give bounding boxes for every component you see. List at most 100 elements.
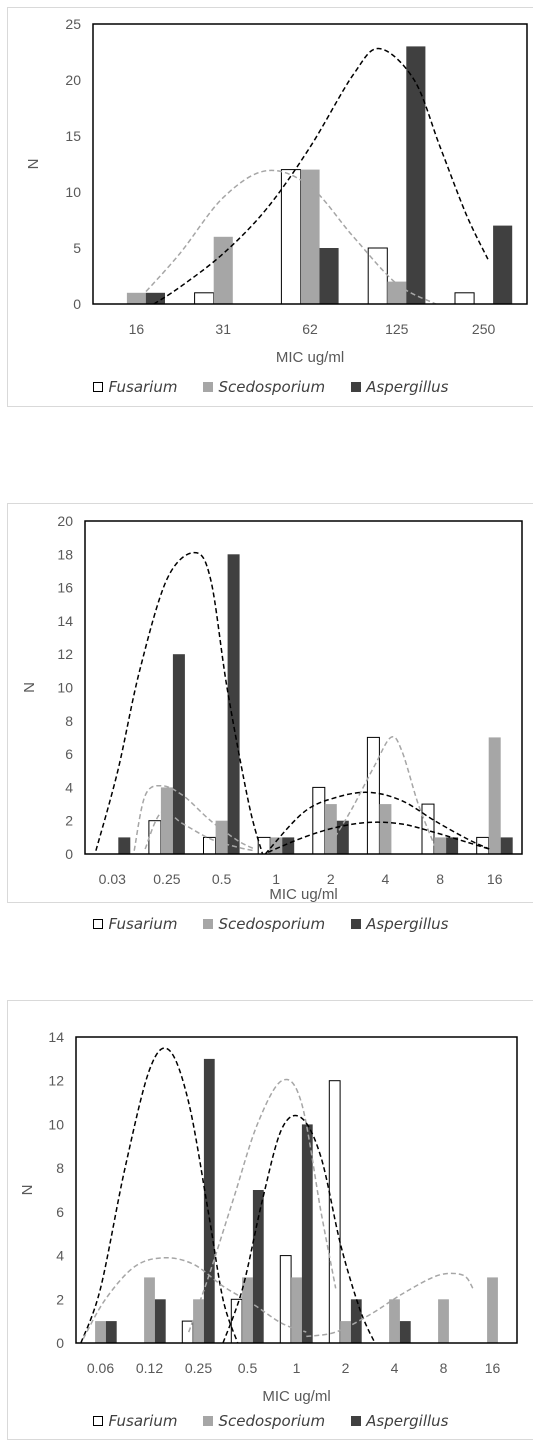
plot-area-frame: [75, 1036, 518, 1344]
x-tick-label: 0.03: [99, 871, 126, 887]
legend-item-fusarium: Fusarium: [93, 915, 177, 933]
bar-aspergillus-0.03: [118, 837, 131, 854]
bar-scedosporium-0.25: [160, 787, 173, 854]
legend-label-scedosporium: Scedosporium: [218, 1412, 326, 1430]
x-tick-label: 2: [327, 871, 335, 887]
bar-fusarium-0.5: [230, 1298, 243, 1344]
y-tick-label: 12: [57, 646, 73, 662]
x-tick-label: 0.5: [238, 1360, 258, 1376]
y-tick-label: 14: [57, 613, 73, 629]
chart-1-svg: 0 5 10 15 20 25 16 31 62 125 250 MIC ug/ml N: [25, 16, 528, 366]
y-axis-label: N: [25, 159, 42, 170]
bar-scedosporium-0.12: [144, 1277, 155, 1343]
y-tick-label: 0: [56, 1335, 64, 1351]
legend-item-aspergillus: Aspergillus: [351, 915, 449, 933]
trendline-2: [153, 47, 489, 305]
legend-item-aspergillus: Aspergillus: [351, 378, 449, 396]
legend-swatch-scedosporium: [203, 1416, 214, 1426]
bar-scedosporium-16: [488, 737, 501, 854]
legend-item-aspergillus: Aspergillus: [351, 1412, 449, 1430]
y-tick-label: 5: [73, 240, 81, 256]
bar-scedosporium-1: [270, 837, 283, 854]
bar-fusarium-62: [280, 169, 301, 305]
legend-swatch-scedosporium: [203, 382, 214, 392]
bar-fusarium-2: [328, 1080, 341, 1344]
chart-panel-1: 0 5 10 15 20 25 16 31 62 125 250 MIC ug/ml N Fusariu…: [7, 7, 533, 407]
x-tick-label: 4: [382, 871, 390, 887]
y-tick-label: 10: [65, 184, 81, 200]
y-tick-label: 14: [48, 1029, 64, 1045]
y-tick-label: 20: [65, 72, 81, 88]
y-tick-label: 25: [65, 16, 81, 32]
x-tick-label: 16: [129, 321, 145, 337]
bar-aspergillus-0.5: [227, 554, 240, 854]
legend-swatch-fusarium: [93, 382, 104, 392]
chart-panel-2: 0 2 4 6 8 10 12 14 16 18 20 0.03 0.25 0.5 1 2 4 8 16 MIC ug…: [7, 503, 533, 933]
y-tick-label: 0: [73, 296, 81, 312]
bar-fusarium-1: [279, 1255, 292, 1344]
legend-label-aspergillus: Aspergillus: [366, 378, 449, 396]
bar-aspergillus-16: [145, 292, 165, 304]
trendline-6: [267, 821, 490, 853]
bar-scedosporium-0.25: [193, 1299, 204, 1343]
bar-scedosporium-125: [387, 281, 407, 304]
legend-2: Fusarium Scedosporium Aspergillus: [8, 915, 533, 933]
bar-aspergillus-1: [301, 1124, 313, 1343]
legend-swatch-fusarium: [93, 919, 104, 929]
legend-label-fusarium: Fusarium: [108, 378, 178, 396]
y-axis-label: N: [21, 682, 38, 693]
y-tick-label: 18: [57, 546, 73, 562]
legend-item-scedosporium: Scedosporium: [203, 378, 325, 396]
bar-scedosporium-16: [487, 1277, 498, 1343]
legend-swatch-aspergillus: [351, 382, 362, 392]
bar-scedosporium-4: [379, 804, 392, 854]
bar-aspergillus-125: [406, 46, 426, 305]
x-tick-label: 16: [487, 871, 503, 887]
bar-scedosporium-16: [126, 292, 146, 304]
y-tick-label: 8: [56, 1160, 64, 1176]
bar-aspergillus-16: [500, 837, 513, 854]
y-tick-label: 10: [57, 680, 73, 696]
bar-scedosporium-31: [213, 236, 233, 304]
y-tick-label: 4: [56, 1248, 64, 1264]
bar-scedosporium-8: [434, 837, 447, 854]
y-tick-label: 15: [65, 128, 81, 144]
bar-aspergillus-250: [493, 225, 513, 304]
bar-scedosporium-0.5: [215, 820, 228, 854]
bar-aspergillus-0.25: [203, 1058, 215, 1343]
bar-fusarium-250: [454, 292, 475, 305]
bar-aspergillus-4: [399, 1321, 411, 1343]
y-tick-label: 2: [56, 1291, 64, 1307]
legend-item-fusarium: Fusarium: [93, 1412, 177, 1430]
x-tick-label: 2: [342, 1360, 350, 1376]
y-tick-label: 0: [65, 846, 73, 862]
legend-1: Fusarium Scedosporium Aspergillus: [8, 378, 533, 396]
bar-scedosporium-1: [291, 1277, 302, 1343]
y-axis-label: N: [19, 1185, 36, 1196]
x-tick-label: 0.06: [87, 1360, 114, 1376]
legend-label-scedosporium: Scedosporium: [218, 378, 326, 396]
x-tick-label: 125: [385, 321, 409, 337]
trendline-1: [80, 1047, 239, 1344]
trendline-1: [95, 551, 264, 855]
plot-area-frame: [92, 23, 528, 305]
bar-fusarium-4: [366, 736, 380, 855]
bar-scedosporium-0.5: [242, 1277, 253, 1343]
y-tick-label: 6: [56, 1204, 64, 1220]
x-tick-label: 250: [472, 321, 496, 337]
bar-scedosporium-4: [389, 1299, 400, 1343]
chart-panel-3: 0 2 4 6 8 10 12 14 0.06 0.12 0.25 0.5 1 2 4 8 16 MIC ug/m…: [7, 1000, 533, 1440]
x-tick-label: 8: [440, 1360, 448, 1376]
legend-label-fusarium: Fusarium: [108, 915, 178, 933]
legend-swatch-aspergillus: [351, 1416, 362, 1426]
bar-aspergillus-0.25: [172, 654, 185, 854]
plot-area-frame: [84, 520, 523, 855]
bar-fusarium-0.25: [148, 820, 162, 855]
bar-aspergillus-0.06: [105, 1321, 117, 1343]
x-tick-label: 8: [436, 871, 444, 887]
bar-aspergillus-2: [350, 1299, 362, 1343]
legend-item-scedosporium: Scedosporium: [203, 1412, 325, 1430]
trendline-4: [330, 736, 436, 846]
